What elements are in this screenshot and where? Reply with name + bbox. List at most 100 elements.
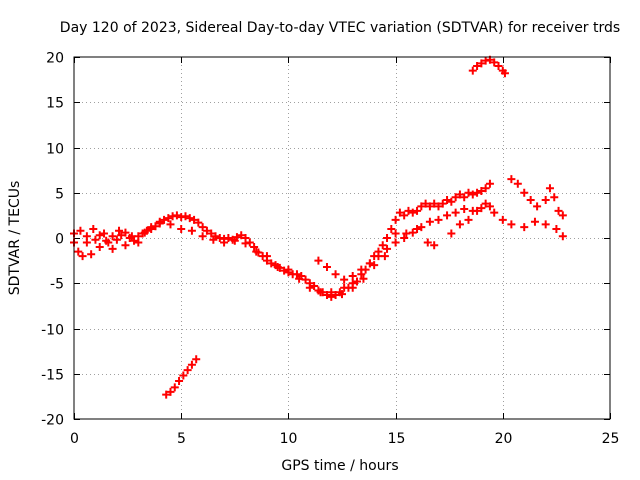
- data-point: [430, 241, 439, 250]
- data-point: [438, 199, 447, 208]
- x-tick-label: 10: [280, 431, 298, 447]
- data-point: [468, 66, 477, 75]
- data-point: [413, 206, 422, 215]
- data-point: [477, 204, 486, 213]
- data-point: [250, 243, 259, 252]
- data-point: [545, 184, 554, 193]
- x-tick-label: 25: [602, 431, 620, 447]
- data-point: [316, 288, 325, 297]
- data-point: [134, 238, 143, 247]
- data-point: [443, 195, 452, 204]
- data-point: [383, 234, 392, 242]
- data-point: [140, 228, 149, 237]
- plot-frame: [73, 56, 611, 420]
- data-point: [434, 202, 443, 211]
- data-point: [400, 234, 409, 242]
- data-point: [340, 275, 349, 284]
- data-point: [147, 223, 156, 232]
- y-tick-label: 0: [55, 232, 64, 248]
- data-point: [533, 202, 542, 211]
- data-point: [485, 202, 494, 211]
- data-point: [166, 220, 175, 229]
- data-point: [284, 265, 293, 274]
- data-point: [473, 206, 482, 215]
- data-point: [395, 208, 404, 217]
- data-point: [95, 231, 104, 240]
- grid-lines: [74, 57, 610, 419]
- data-point: [498, 215, 507, 224]
- data-point: [117, 231, 126, 240]
- x-tick-label: 20: [495, 431, 513, 447]
- data-point: [91, 235, 100, 244]
- data-point: [162, 390, 171, 399]
- data-point: [408, 228, 417, 237]
- data-point: [460, 193, 469, 202]
- data-point: [387, 224, 396, 233]
- data-point: [425, 217, 434, 226]
- y-tick-label: -15: [41, 368, 64, 384]
- data-point: [520, 188, 529, 197]
- data-point: [78, 252, 87, 261]
- data-point: [224, 234, 233, 242]
- y-axis-label: SDTVAR / TECUs: [7, 181, 23, 296]
- data-point: [183, 366, 192, 375]
- data-point: [202, 226, 211, 235]
- data-point: [185, 214, 194, 223]
- y-tick-label: -5: [50, 277, 64, 293]
- data-point: [108, 232, 117, 241]
- data-point: [473, 188, 482, 197]
- data-point: [513, 179, 522, 188]
- y-tick-label: 20: [46, 51, 64, 67]
- data-point: [430, 199, 439, 208]
- data-point: [192, 355, 201, 364]
- data-point: [464, 188, 473, 197]
- data-point: [447, 197, 456, 206]
- data-point: [327, 288, 336, 297]
- data-point: [423, 238, 432, 247]
- data-point: [127, 232, 136, 241]
- data-point: [160, 215, 169, 224]
- data-point: [102, 236, 111, 245]
- data-point: [230, 236, 239, 245]
- data-point: [421, 199, 430, 208]
- data-point: [310, 281, 319, 290]
- y-tick-label: -20: [41, 413, 64, 429]
- data-point: [558, 211, 567, 220]
- data-point: [237, 231, 246, 240]
- data-point: [541, 195, 550, 204]
- data-point: [121, 241, 130, 250]
- x-tick-label: 15: [388, 431, 406, 447]
- data-point: [400, 211, 409, 220]
- data-point: [95, 243, 104, 252]
- chart-title: Day 120 of 2023, Sidereal Day-to-day VTE…: [60, 20, 620, 36]
- data-point: [526, 195, 535, 204]
- data-point: [179, 371, 188, 380]
- data-point: [166, 387, 175, 396]
- data-point: [443, 211, 452, 220]
- data-point: [494, 62, 503, 71]
- data-point: [460, 205, 469, 214]
- data-point: [194, 218, 203, 227]
- data-point: [554, 206, 563, 215]
- data-point: [391, 215, 400, 224]
- data-point: [481, 199, 490, 208]
- data-point: [322, 262, 331, 271]
- data-point: [155, 217, 164, 226]
- data-point: [130, 236, 139, 245]
- y-tick-label: 10: [46, 142, 64, 158]
- data-point: [252, 247, 261, 256]
- data-point: [112, 235, 121, 244]
- data-point: [198, 223, 207, 232]
- data-point: [181, 212, 190, 221]
- data-point: [468, 190, 477, 199]
- data-point: [378, 241, 387, 250]
- data-point: [359, 274, 368, 283]
- data-point: [305, 283, 314, 292]
- data-point: [473, 62, 482, 71]
- data-point: [267, 259, 276, 268]
- data-point: [507, 220, 516, 229]
- data-point: [383, 244, 392, 253]
- data-point: [541, 220, 550, 229]
